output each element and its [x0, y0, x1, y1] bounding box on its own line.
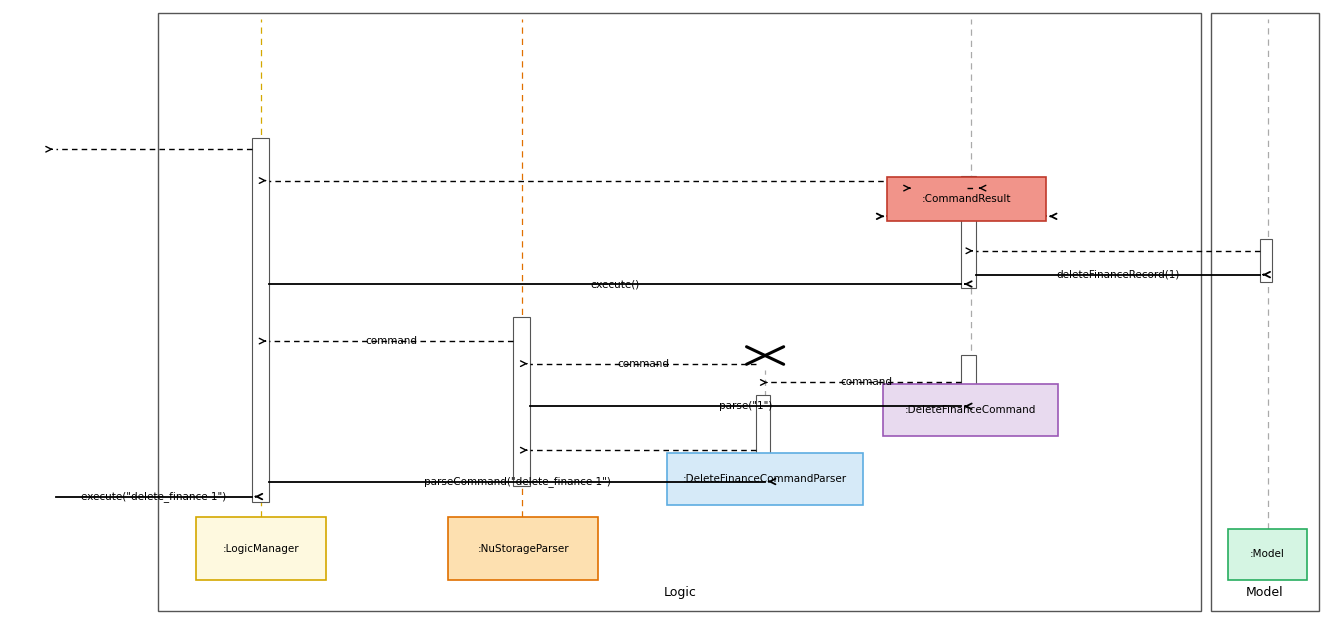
Bar — [961, 355, 976, 406]
Bar — [196, 517, 326, 580]
Text: :LogicManager: :LogicManager — [223, 544, 300, 554]
Bar — [667, 453, 863, 505]
Bar — [756, 395, 770, 469]
Text: :DeleteFinanceCommand: :DeleteFinanceCommand — [904, 405, 1037, 415]
Bar — [883, 384, 1058, 436]
Bar — [513, 317, 530, 486]
Text: Model: Model — [1246, 586, 1284, 599]
Text: :NuStorageParser: :NuStorageParser — [477, 544, 569, 554]
Bar — [158, 13, 1200, 611]
Bar — [448, 517, 598, 580]
Bar — [252, 138, 269, 502]
Text: execute(): execute() — [590, 279, 640, 289]
Text: :Model: :Model — [1250, 549, 1285, 559]
Text: parseCommand("delete_finance 1"): parseCommand("delete_finance 1") — [424, 476, 610, 487]
Bar — [1211, 13, 1319, 611]
Text: deleteFinanceRecord(1): deleteFinanceRecord(1) — [1055, 270, 1180, 280]
Bar — [1228, 529, 1307, 580]
Text: execute("delete_finance 1"): execute("delete_finance 1") — [81, 491, 227, 502]
Text: command: command — [617, 359, 670, 369]
Bar — [961, 176, 976, 288]
Text: command: command — [839, 377, 892, 387]
Text: Logic: Logic — [664, 586, 696, 599]
Text: command: command — [365, 336, 418, 346]
Bar — [1260, 239, 1272, 282]
Text: :DeleteFinanceCommandParser: :DeleteFinanceCommandParser — [683, 474, 847, 484]
Text: parse("1"): parse("1") — [719, 401, 772, 411]
Text: :CommandResult: :CommandResult — [922, 194, 1012, 204]
Bar — [887, 177, 1046, 221]
